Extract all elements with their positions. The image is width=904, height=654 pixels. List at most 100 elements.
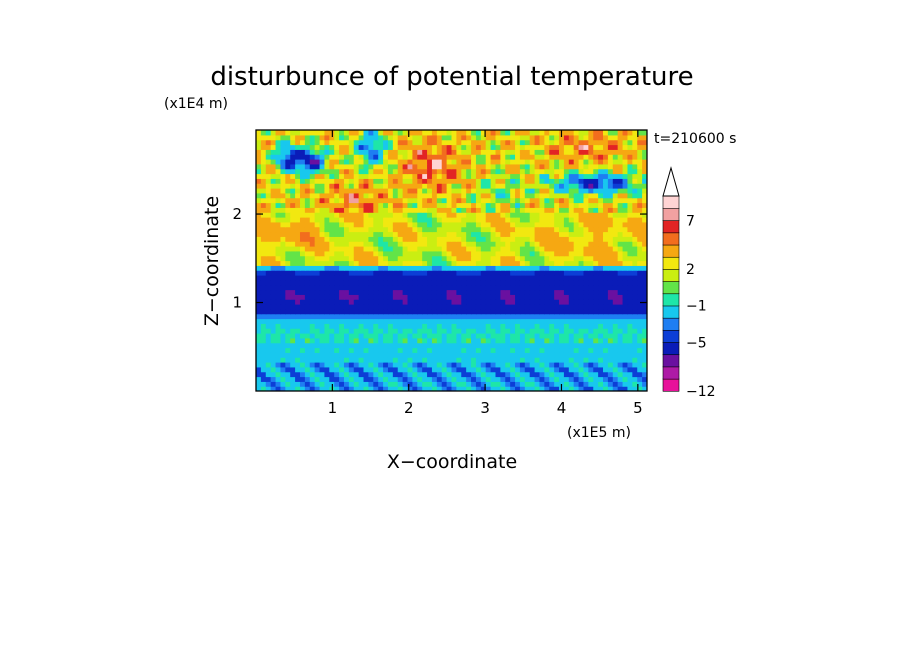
heatmap-cell bbox=[490, 304, 497, 310]
heatmap-cell bbox=[353, 144, 360, 150]
heatmap-cell bbox=[324, 231, 330, 237]
heatmap-cell bbox=[441, 212, 448, 218]
heatmap-cell bbox=[373, 275, 379, 281]
heatmap-cell bbox=[304, 197, 311, 204]
heatmap-cell bbox=[563, 284, 570, 291]
heatmap-cell bbox=[280, 260, 286, 266]
heatmap-cell bbox=[422, 337, 428, 344]
heatmap-cell bbox=[471, 149, 477, 155]
heatmap-cell bbox=[603, 246, 609, 252]
heatmap-cell bbox=[588, 284, 594, 291]
heatmap-cell bbox=[544, 178, 550, 184]
heatmap-cell bbox=[387, 168, 394, 175]
heatmap-cell bbox=[612, 260, 619, 266]
heatmap-cell bbox=[373, 226, 379, 233]
heatmap-cell bbox=[519, 318, 526, 324]
heatmap-cell bbox=[412, 376, 418, 382]
heatmap-cell bbox=[593, 159, 599, 165]
heatmap-cell bbox=[480, 386, 487, 391]
heatmap-cell bbox=[539, 202, 545, 208]
heatmap-cell bbox=[573, 333, 580, 339]
heatmap-cell bbox=[466, 265, 472, 271]
heatmap-cell bbox=[387, 255, 394, 262]
heatmap-cell bbox=[417, 304, 423, 310]
heatmap-cell bbox=[324, 289, 330, 295]
heatmap-cell bbox=[387, 260, 394, 266]
heatmap-cell bbox=[612, 352, 619, 358]
heatmap-cell bbox=[642, 342, 647, 349]
heatmap-cell bbox=[417, 289, 423, 295]
heatmap-cell bbox=[534, 260, 541, 266]
heatmap-cell bbox=[290, 347, 296, 353]
heatmap-cell bbox=[554, 265, 560, 271]
heatmap-cell bbox=[270, 197, 277, 204]
heatmap-cell bbox=[451, 221, 457, 228]
heatmap-cell bbox=[588, 246, 594, 252]
heatmap-cell bbox=[260, 265, 267, 271]
heatmap-cell bbox=[539, 386, 545, 391]
heatmap-cell bbox=[412, 226, 418, 233]
heatmap-cell bbox=[422, 342, 428, 349]
heatmap-cell bbox=[456, 250, 462, 257]
heatmap-cell bbox=[568, 241, 575, 247]
heatmap-cell bbox=[270, 231, 277, 237]
heatmap-cell bbox=[505, 202, 511, 208]
heatmap-cell bbox=[603, 284, 609, 291]
heatmap-cell bbox=[275, 212, 282, 218]
heatmap-cell bbox=[515, 221, 521, 228]
heatmap-cell bbox=[329, 333, 335, 339]
heatmap-cell bbox=[412, 381, 418, 387]
heatmap-cell bbox=[256, 246, 262, 252]
heatmap-cell bbox=[559, 178, 565, 184]
heatmap-cell bbox=[373, 163, 379, 170]
heatmap-cell bbox=[515, 231, 521, 237]
heatmap-cell bbox=[275, 178, 282, 184]
heatmap-cell bbox=[588, 323, 594, 329]
heatmap-cell bbox=[295, 376, 301, 382]
heatmap-cell bbox=[348, 144, 355, 150]
heatmap-cell bbox=[524, 217, 531, 223]
heatmap-cell bbox=[451, 386, 457, 391]
heatmap-cell bbox=[412, 386, 418, 391]
heatmap-cell bbox=[363, 275, 370, 281]
heatmap-cell bbox=[378, 318, 384, 324]
heatmap-cell bbox=[578, 188, 585, 194]
heatmap-cell bbox=[285, 163, 291, 170]
heatmap-cell bbox=[265, 289, 272, 295]
heatmap-cell bbox=[431, 376, 438, 382]
heatmap-cell bbox=[260, 362, 267, 368]
heatmap-cell bbox=[549, 144, 555, 150]
heatmap-cell bbox=[358, 347, 365, 353]
heatmap-cell bbox=[642, 275, 647, 281]
heatmap-cell bbox=[617, 352, 624, 358]
heatmap-cell bbox=[568, 159, 575, 165]
heatmap-cell bbox=[451, 337, 457, 344]
heatmap-cell bbox=[612, 386, 619, 391]
heatmap-cell bbox=[519, 197, 526, 204]
heatmap-cell bbox=[324, 212, 330, 218]
heatmap-cell bbox=[456, 236, 462, 242]
heatmap-cell bbox=[290, 221, 296, 228]
heatmap-cell bbox=[588, 202, 594, 208]
heatmap-cell bbox=[334, 130, 340, 136]
heatmap-cell bbox=[534, 134, 541, 141]
heatmap-cell bbox=[603, 226, 609, 233]
heatmap-cell bbox=[515, 149, 521, 155]
heatmap-cell bbox=[358, 337, 365, 344]
heatmap-cell bbox=[485, 313, 492, 320]
heatmap-cell bbox=[505, 154, 511, 160]
heatmap-cell bbox=[456, 304, 462, 310]
heatmap-cell bbox=[407, 168, 413, 175]
heatmap-cell bbox=[378, 289, 384, 295]
heatmap-cell bbox=[280, 192, 286, 199]
heatmap-cell bbox=[490, 323, 497, 329]
heatmap-cell bbox=[358, 183, 365, 189]
heatmap-cell bbox=[256, 197, 262, 204]
heatmap-cell bbox=[270, 149, 277, 155]
heatmap-cell bbox=[627, 192, 633, 199]
heatmap-cell bbox=[519, 284, 526, 291]
heatmap-cell bbox=[299, 226, 306, 233]
heatmap-cell bbox=[260, 255, 267, 262]
heatmap-cell bbox=[568, 154, 575, 160]
heatmap-cell bbox=[471, 294, 477, 300]
